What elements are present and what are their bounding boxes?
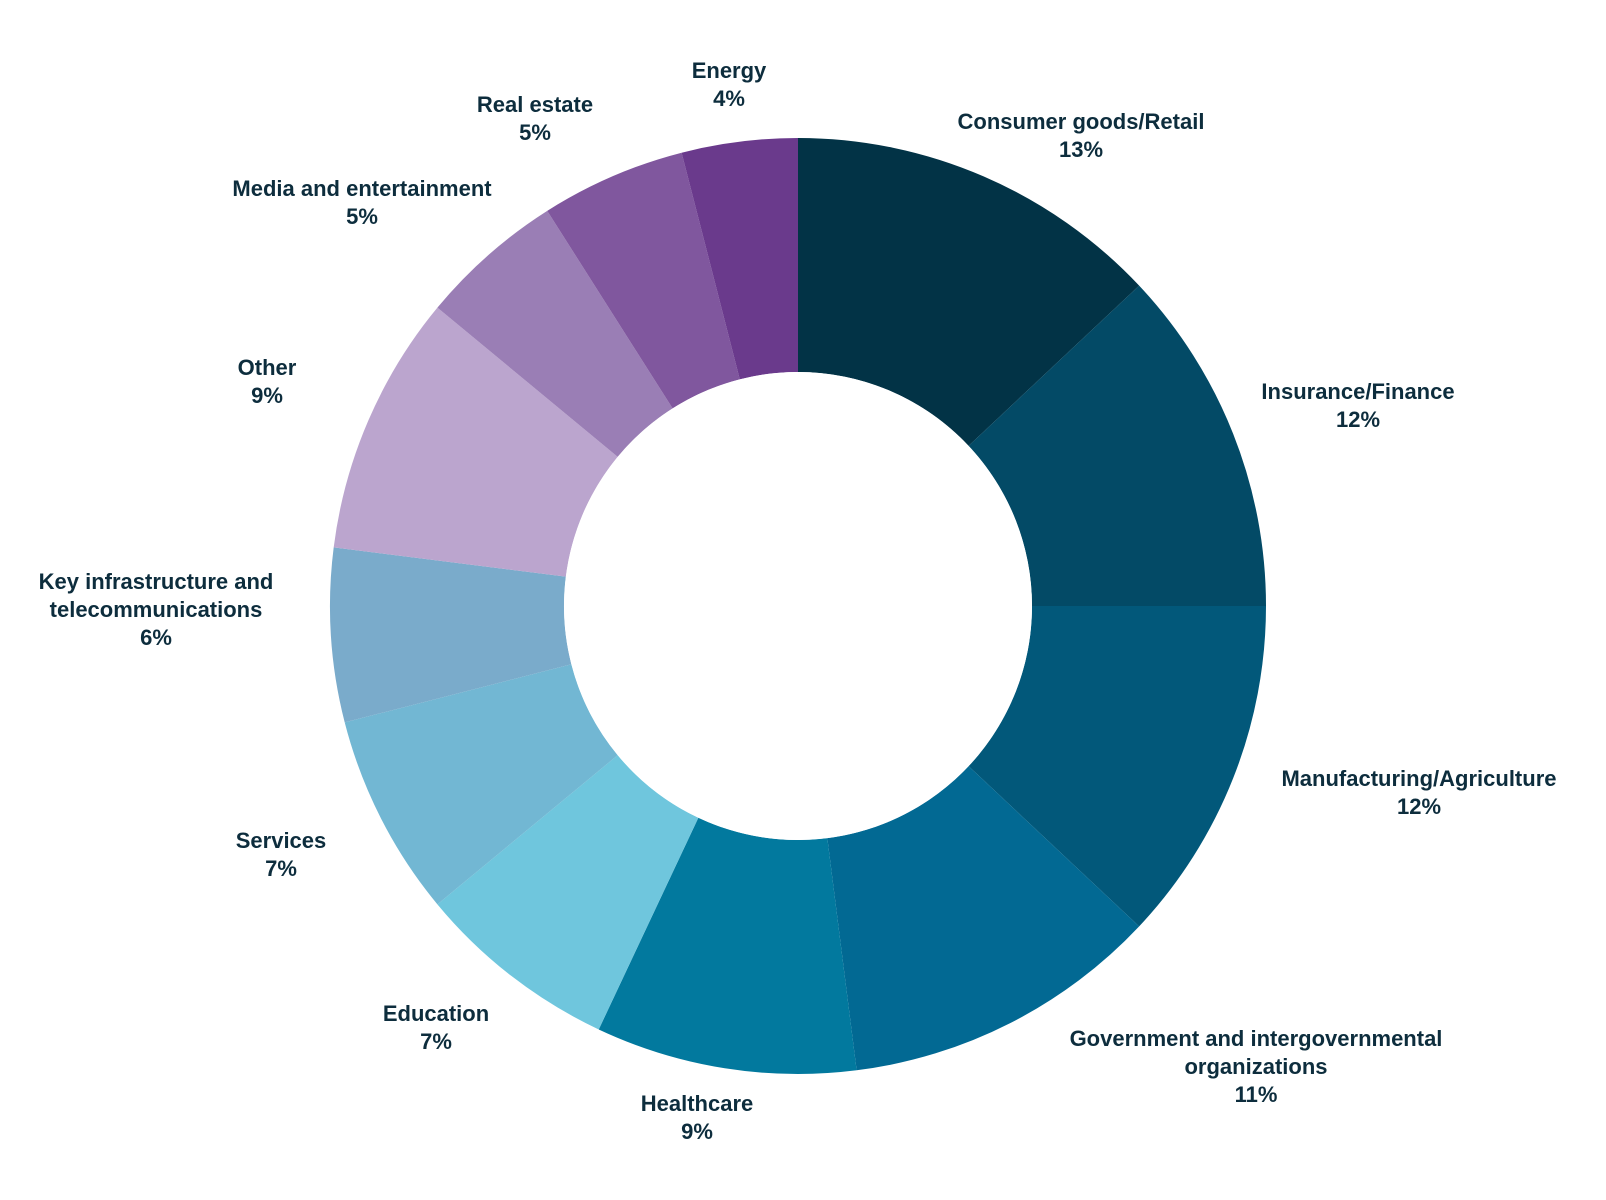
slice-energy bbox=[681, 138, 798, 380]
slice-consumer-goods-retail bbox=[798, 138, 1140, 446]
label-services: Services 7% bbox=[236, 828, 327, 881]
slice-real-estate bbox=[547, 152, 740, 409]
slice-manufacturing-agriculture bbox=[968, 606, 1266, 927]
data-label-value: 9% bbox=[251, 383, 283, 408]
data-label-value: 13% bbox=[1059, 137, 1103, 162]
slice-media-and-entertainment bbox=[437, 210, 673, 457]
label-other: Other 9% bbox=[238, 355, 297, 408]
label-healthcare: Healthcare 9% bbox=[641, 1091, 754, 1144]
data-label-value: 7% bbox=[420, 1029, 452, 1054]
slice-government-and-intergovernmental-organizations bbox=[827, 766, 1140, 1071]
slice-insurance-finance bbox=[968, 285, 1266, 606]
data-label-value: 5% bbox=[519, 120, 551, 145]
donut-hole bbox=[564, 372, 1032, 840]
slice-education bbox=[437, 755, 699, 1030]
slice-healthcare bbox=[598, 817, 857, 1074]
data-label-text: Consumer goods/Retail bbox=[958, 109, 1205, 134]
data-label-text: telecommunications bbox=[50, 597, 263, 622]
label-media-and-entertainment: Media and entertainment 5% bbox=[232, 176, 492, 229]
slice-services bbox=[344, 664, 618, 905]
data-label-text: Manufacturing/Agriculture bbox=[1281, 766, 1556, 791]
data-label-text: organizations bbox=[1184, 1054, 1327, 1079]
data-label-text: Energy bbox=[692, 58, 767, 83]
data-label-value: 5% bbox=[346, 204, 378, 229]
data-label-text: Education bbox=[383, 1001, 489, 1026]
data-label-text: Services bbox=[236, 828, 327, 853]
slice-other bbox=[333, 307, 618, 577]
label-consumer-goods-retail: Consumer goods/Retail 13% bbox=[958, 109, 1205, 162]
data-label-text: Media and entertainment bbox=[232, 176, 492, 201]
label-insurance-finance: Insurance/Finance 12% bbox=[1261, 379, 1454, 432]
label-manufacturing-agriculture: Manufacturing/Agriculture 12% bbox=[1281, 766, 1556, 819]
data-label-value: 12% bbox=[1397, 794, 1441, 819]
data-label-value: 11% bbox=[1235, 1082, 1278, 1107]
data-label-value: 9% bbox=[681, 1119, 713, 1144]
label-key-infrastructure-and-telecommunications: Key infrastructure and telecommunications… bbox=[39, 569, 274, 650]
data-label-value: 6% bbox=[140, 625, 172, 650]
labels-group: Consumer goods/Retail 13% Insurance/Financ… bbox=[39, 58, 1557, 1144]
label-education: Education 7% bbox=[383, 1001, 489, 1054]
data-label-value: 7% bbox=[265, 856, 297, 881]
slice-key-infrastructure-and-telecommunications bbox=[330, 547, 572, 723]
label-government-and-intergovernmental-organizations: Government and intergovernmental organiza… bbox=[1070, 1026, 1443, 1107]
data-label-value: 4% bbox=[713, 86, 745, 111]
data-label-text: Other bbox=[238, 355, 297, 380]
data-label-value: 12% bbox=[1336, 407, 1380, 432]
data-label-text: Healthcare bbox=[641, 1091, 754, 1116]
slices-group bbox=[330, 138, 1266, 1074]
data-label-text: Key infrastructure and bbox=[39, 569, 274, 594]
data-label-text: Government and intergovernmental bbox=[1070, 1026, 1443, 1051]
label-energy: Energy 4% bbox=[692, 58, 767, 111]
label-real-estate: Real estate 5% bbox=[477, 92, 593, 145]
data-label-text: Real estate bbox=[477, 92, 593, 117]
data-label-text: Insurance/Finance bbox=[1261, 379, 1454, 404]
